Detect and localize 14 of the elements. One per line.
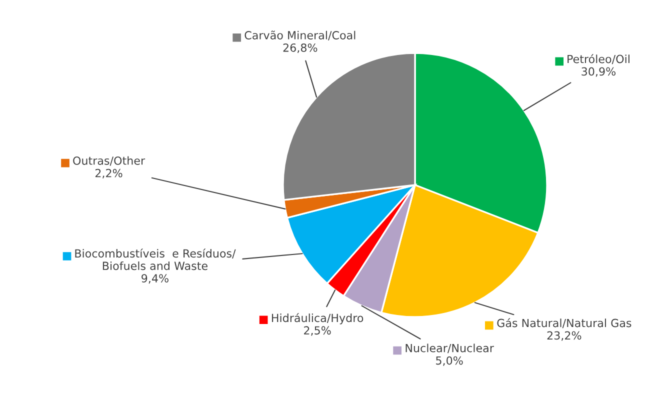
data-label: 23,2%	[547, 331, 582, 341]
legend-label: Carvão Mineral/Coal	[244, 30, 356, 40]
legend-label: Biocombustíveis e Resíduos/ Biofuels and Waste	[75, 248, 236, 270]
data-label: 9,4%	[142, 274, 168, 284]
data-label: 2,5%	[304, 326, 331, 336]
data-label: 26,8%	[283, 43, 318, 54]
legend-label: Petróleo/Oil	[568, 54, 630, 64]
legend-label: Nuclear/Nuclear	[406, 344, 494, 354]
data-label: 2,2%	[95, 168, 122, 178]
legend-label: Gás Natural/Natural Gas	[497, 318, 632, 328]
data-label: 30,9%	[582, 67, 616, 77]
legend-label: Outras/Other	[73, 156, 146, 166]
data-label: 5,0%	[436, 356, 463, 366]
legend-label: Hidráulica/Hydro	[272, 313, 364, 324]
